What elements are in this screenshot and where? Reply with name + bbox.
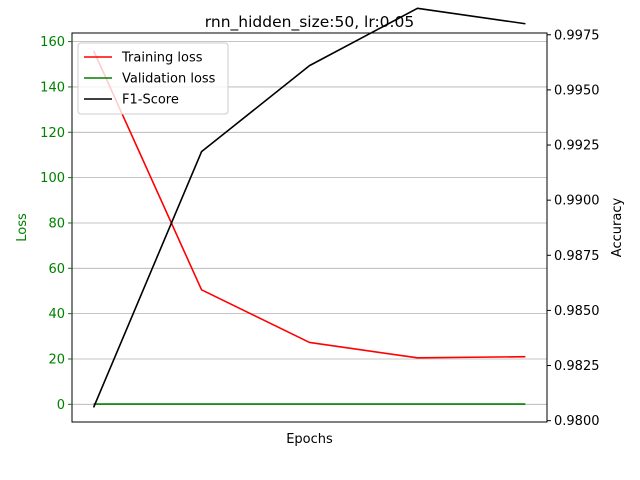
legend-label: Validation loss [122,72,216,87]
left-tick-label: 60 [48,262,65,277]
left-tick-label: 120 [40,126,65,141]
right-tick-label: 0.9975 [554,28,600,43]
left-tick-label: 100 [40,171,65,186]
chart-title: rnn_hidden_size:50, lr:0.05 [205,13,414,32]
series-line-f1-score [92,7,526,408]
legend: Training loss Validation loss F1-Score [77,42,229,115]
left-axis: 0 20 40 60 80 100 120 140 160 [40,35,72,413]
left-tick-label: 40 [48,307,65,322]
right-tick-label: 0.9900 [554,194,600,209]
left-axis-title: Loss [15,213,30,242]
left-tick-label: 0 [57,398,65,413]
left-tick-label: 80 [48,216,65,231]
left-tick-label: 140 [40,80,65,95]
right-axis: 0.9800 0.9825 0.9850 0.9875 0.9900 0.9925 0.99… [547,28,600,429]
legend-label: F1-Score [122,93,179,108]
right-tick-label: 0.9875 [554,249,600,264]
x-axis-title: Epochs [286,432,333,447]
legend-label: Training loss [121,51,203,66]
plot-frame [71,32,548,423]
left-tick-label: 160 [40,35,65,50]
right-tick-label: 0.9850 [554,304,600,319]
right-tick-label: 0.9925 [554,139,600,154]
series-layer [92,7,526,408]
left-tick-label: 20 [48,352,65,367]
right-tick-label: 0.9800 [554,414,600,429]
right-tick-label: 0.9950 [554,83,600,98]
series-line-training-loss [92,50,526,359]
right-tick-label: 0.9825 [554,359,600,374]
legend-box [77,42,229,115]
right-axis-title: Accuracy [610,198,625,258]
